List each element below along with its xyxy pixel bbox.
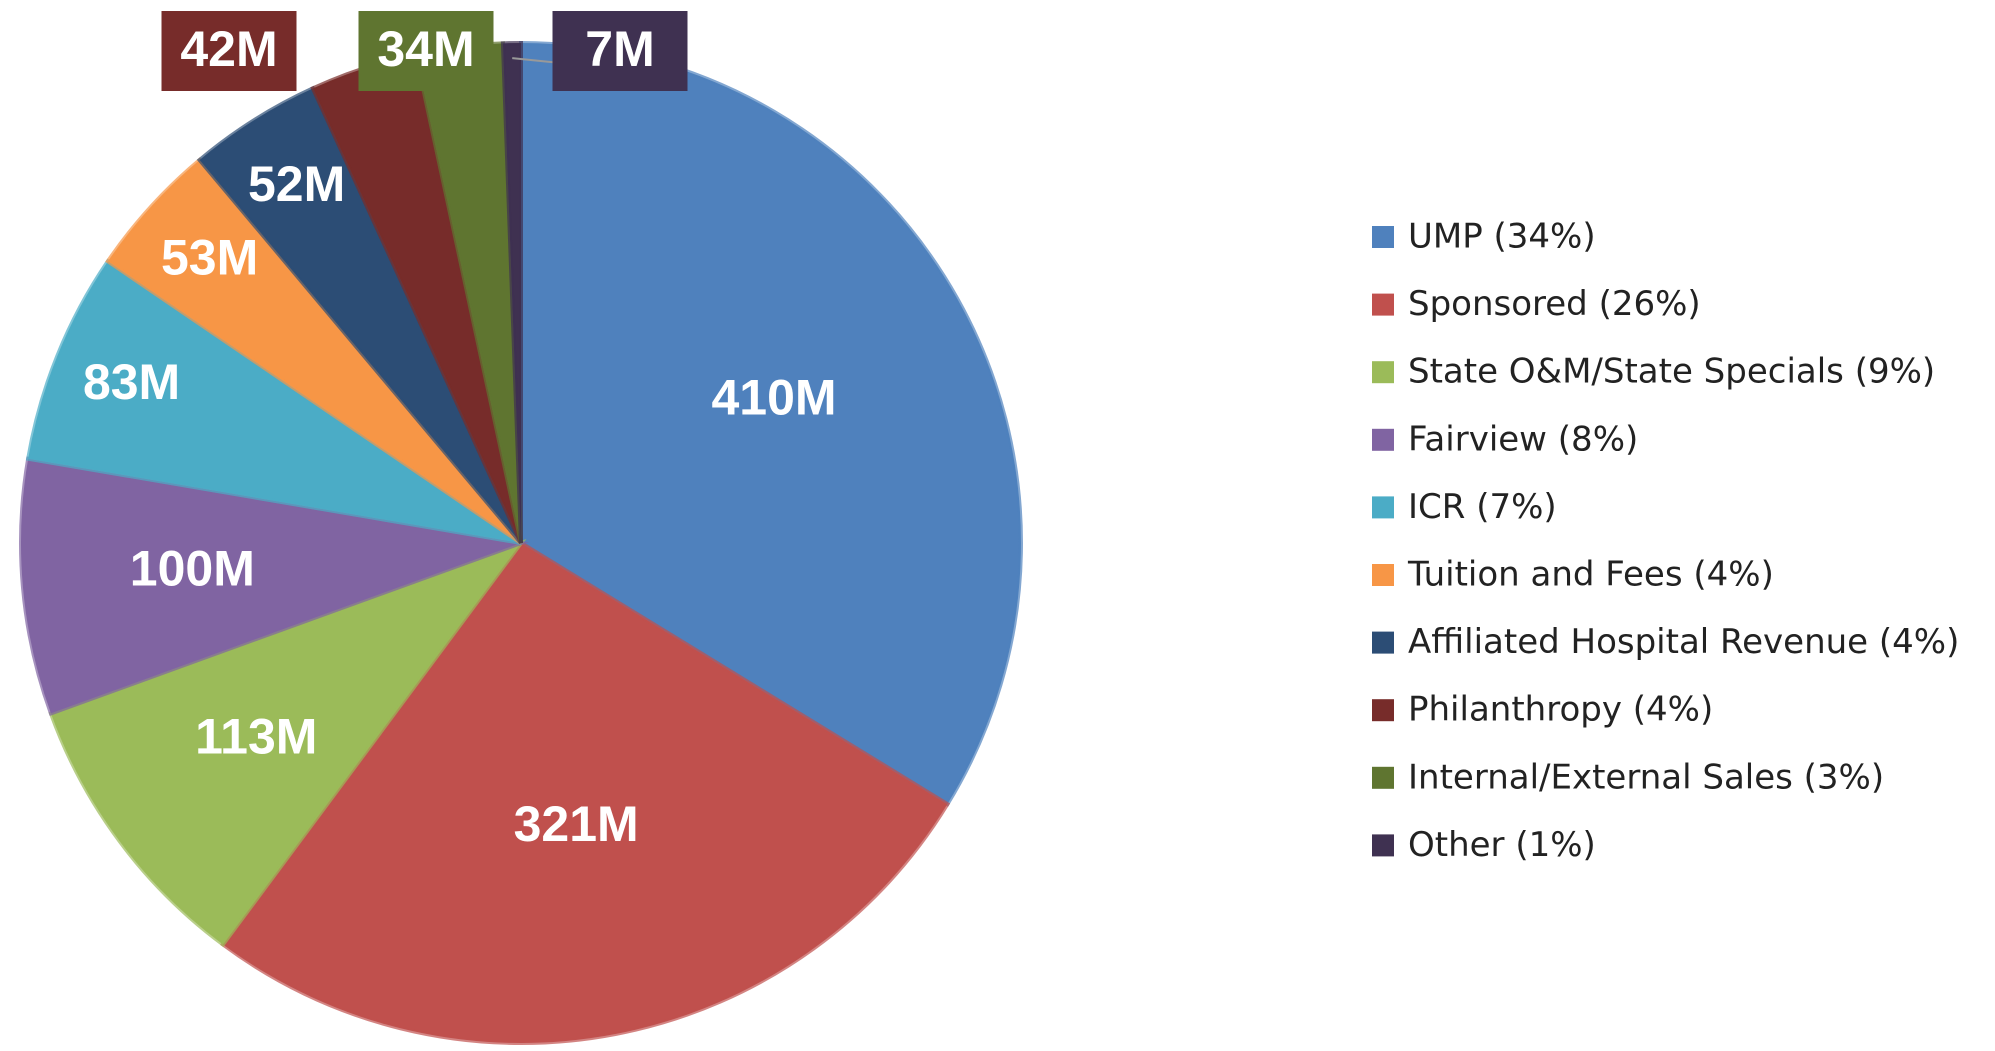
data-label: 7M bbox=[585, 21, 654, 77]
data-label: 42M bbox=[180, 21, 277, 77]
data-label: 83M bbox=[83, 354, 180, 410]
legend-label: State O&M/State Specials (9%) bbox=[1408, 352, 1935, 392]
leader-line bbox=[512, 57, 561, 64]
legend-label: ICR (7%) bbox=[1408, 487, 1557, 527]
legend-swatch bbox=[1372, 428, 1394, 451]
data-label-box bbox=[358, 11, 494, 91]
legend-swatch bbox=[1372, 699, 1394, 722]
pie-slice bbox=[25, 258, 523, 545]
legend-swatch bbox=[1372, 631, 1394, 654]
legend-label: Philanthropy (4%) bbox=[1408, 690, 1713, 730]
data-label-box bbox=[161, 11, 297, 91]
pie-slice bbox=[500, 40, 523, 544]
data-label: 410M bbox=[711, 369, 836, 425]
data-label-box bbox=[552, 11, 688, 91]
legend-swatch bbox=[1372, 226, 1394, 248]
legend-swatch bbox=[1372, 361, 1394, 384]
legend-swatch bbox=[1372, 766, 1394, 789]
legend-swatch bbox=[1372, 496, 1394, 519]
data-label: 34M bbox=[377, 21, 474, 77]
legend-swatch bbox=[1372, 564, 1394, 586]
legend-label: Other (1%) bbox=[1408, 825, 1596, 865]
pie-slice bbox=[48, 538, 527, 948]
data-label: 321M bbox=[514, 796, 639, 852]
data-label: 113M bbox=[195, 708, 317, 764]
legend-swatch bbox=[1372, 293, 1394, 316]
pie-slice bbox=[220, 540, 951, 1045]
legend-label: Fairview (8%) bbox=[1408, 419, 1638, 459]
data-label: 52M bbox=[248, 156, 345, 212]
legend-label: Internal/External Sales (3%) bbox=[1408, 757, 1884, 797]
legend-label: Tuition and Fees (4%) bbox=[1407, 555, 1774, 595]
legend-label: UMP (34%) bbox=[1408, 217, 1596, 257]
legend-swatch bbox=[1372, 834, 1394, 857]
data-label: 100M bbox=[130, 541, 255, 597]
legend-label: Sponsored (26%) bbox=[1408, 284, 1701, 324]
legend-label: Affiliated Hospital Revenue (4%) bbox=[1408, 622, 1959, 662]
data-label: 53M bbox=[161, 229, 258, 285]
